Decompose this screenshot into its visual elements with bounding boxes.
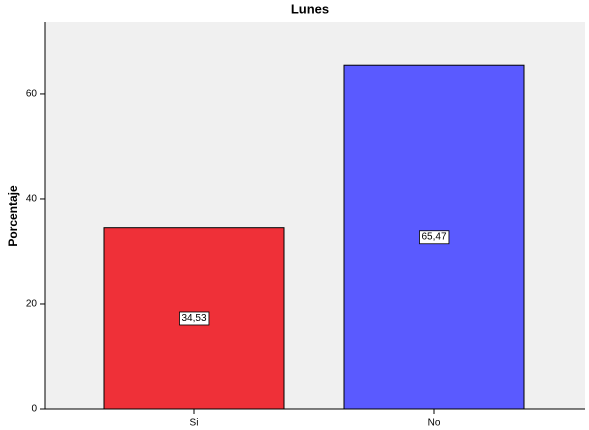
y-tick-label: 40 [26, 194, 38, 205]
value-label-box [179, 311, 210, 326]
y-tick-label: 0 [31, 404, 37, 415]
x-tick-label: Si [190, 418, 199, 429]
x-tick-label: No [428, 418, 441, 429]
y-axis-label: Porcentaje [6, 185, 20, 247]
value-label: 34,53 [181, 313, 206, 324]
value-label-box [419, 230, 450, 245]
value-label: 65,47 [421, 232, 446, 243]
chart-title: Lunes [291, 1, 329, 16]
y-tick-label: 60 [26, 89, 38, 100]
y-tick-label: 20 [26, 299, 38, 310]
